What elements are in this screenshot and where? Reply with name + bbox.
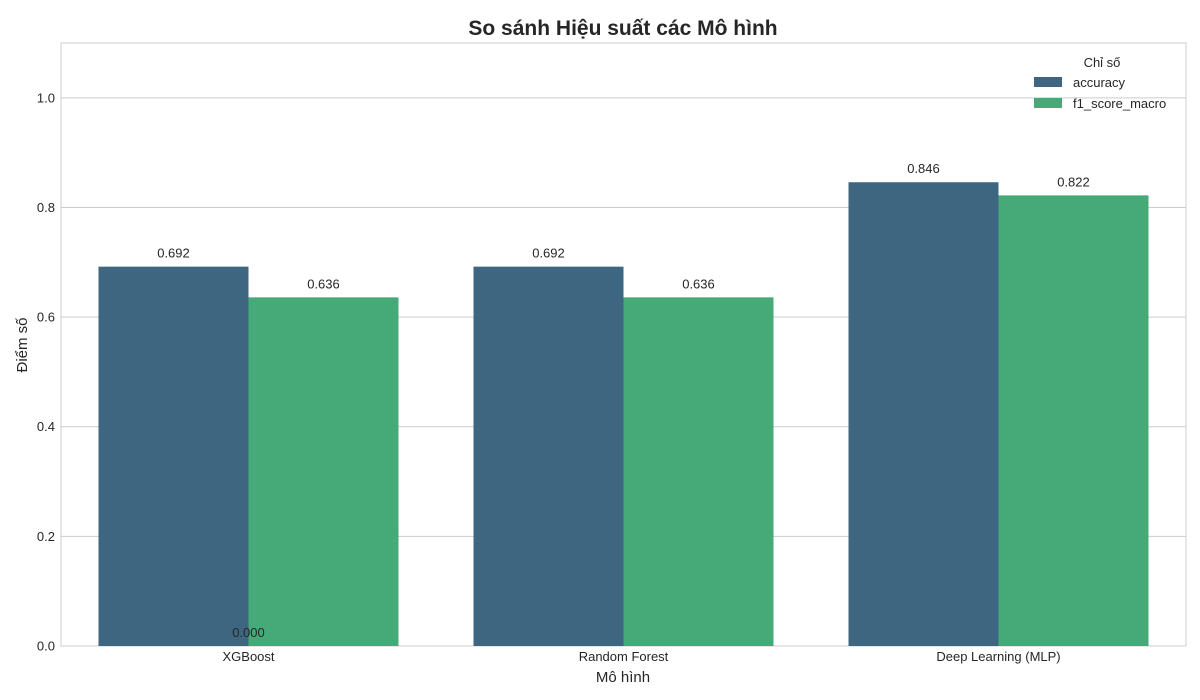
data-label: 0.636 bbox=[307, 276, 340, 291]
bar-layer bbox=[99, 182, 1149, 646]
x-tick-label: Deep Learning (MLP) bbox=[936, 649, 1060, 664]
y-tick-label: 0.6 bbox=[37, 310, 55, 325]
data-label: 0.636 bbox=[682, 276, 715, 291]
chart-title: So sánh Hiệu suất các Mô hình bbox=[468, 17, 777, 40]
legend-swatch-f1-score-macro bbox=[1034, 98, 1062, 108]
y-tick-label: 0.4 bbox=[37, 419, 55, 434]
legend-swatch-accuracy bbox=[1034, 77, 1062, 87]
bar-f1-score-macro bbox=[249, 297, 399, 646]
x-tick-label: Random Forest bbox=[579, 649, 669, 664]
y-tick-label: 0.2 bbox=[37, 529, 55, 544]
data-label: 0.822 bbox=[1057, 174, 1090, 189]
legend-label-accuracy: accuracy bbox=[1073, 75, 1126, 90]
x-tick-label: XGBoost bbox=[222, 649, 274, 664]
bar-accuracy bbox=[849, 182, 999, 646]
y-tick-label: 0.0 bbox=[37, 639, 55, 654]
legend-title: Chỉ số bbox=[1084, 55, 1121, 70]
bar-accuracy bbox=[474, 267, 624, 646]
data-label: 0.692 bbox=[532, 246, 565, 261]
bar-accuracy bbox=[99, 267, 249, 646]
bar-f1-score-macro bbox=[999, 195, 1149, 646]
legend-label-f1-score-macro: f1_score_macro bbox=[1073, 96, 1166, 111]
legend: Chỉ số accuracy f1_score_macro bbox=[1034, 55, 1166, 111]
data-label: 0.846 bbox=[907, 161, 940, 176]
x-axis-label: Mô hình bbox=[596, 669, 650, 686]
bar-f1-score-macro bbox=[624, 297, 774, 646]
data-label: 0.692 bbox=[157, 246, 190, 261]
y-tick-label: 1.0 bbox=[37, 90, 55, 105]
zero-annotation: 0.000 bbox=[232, 625, 265, 640]
y-axis-label: Điểm số bbox=[14, 317, 31, 373]
y-tick-label: 0.8 bbox=[37, 200, 55, 215]
